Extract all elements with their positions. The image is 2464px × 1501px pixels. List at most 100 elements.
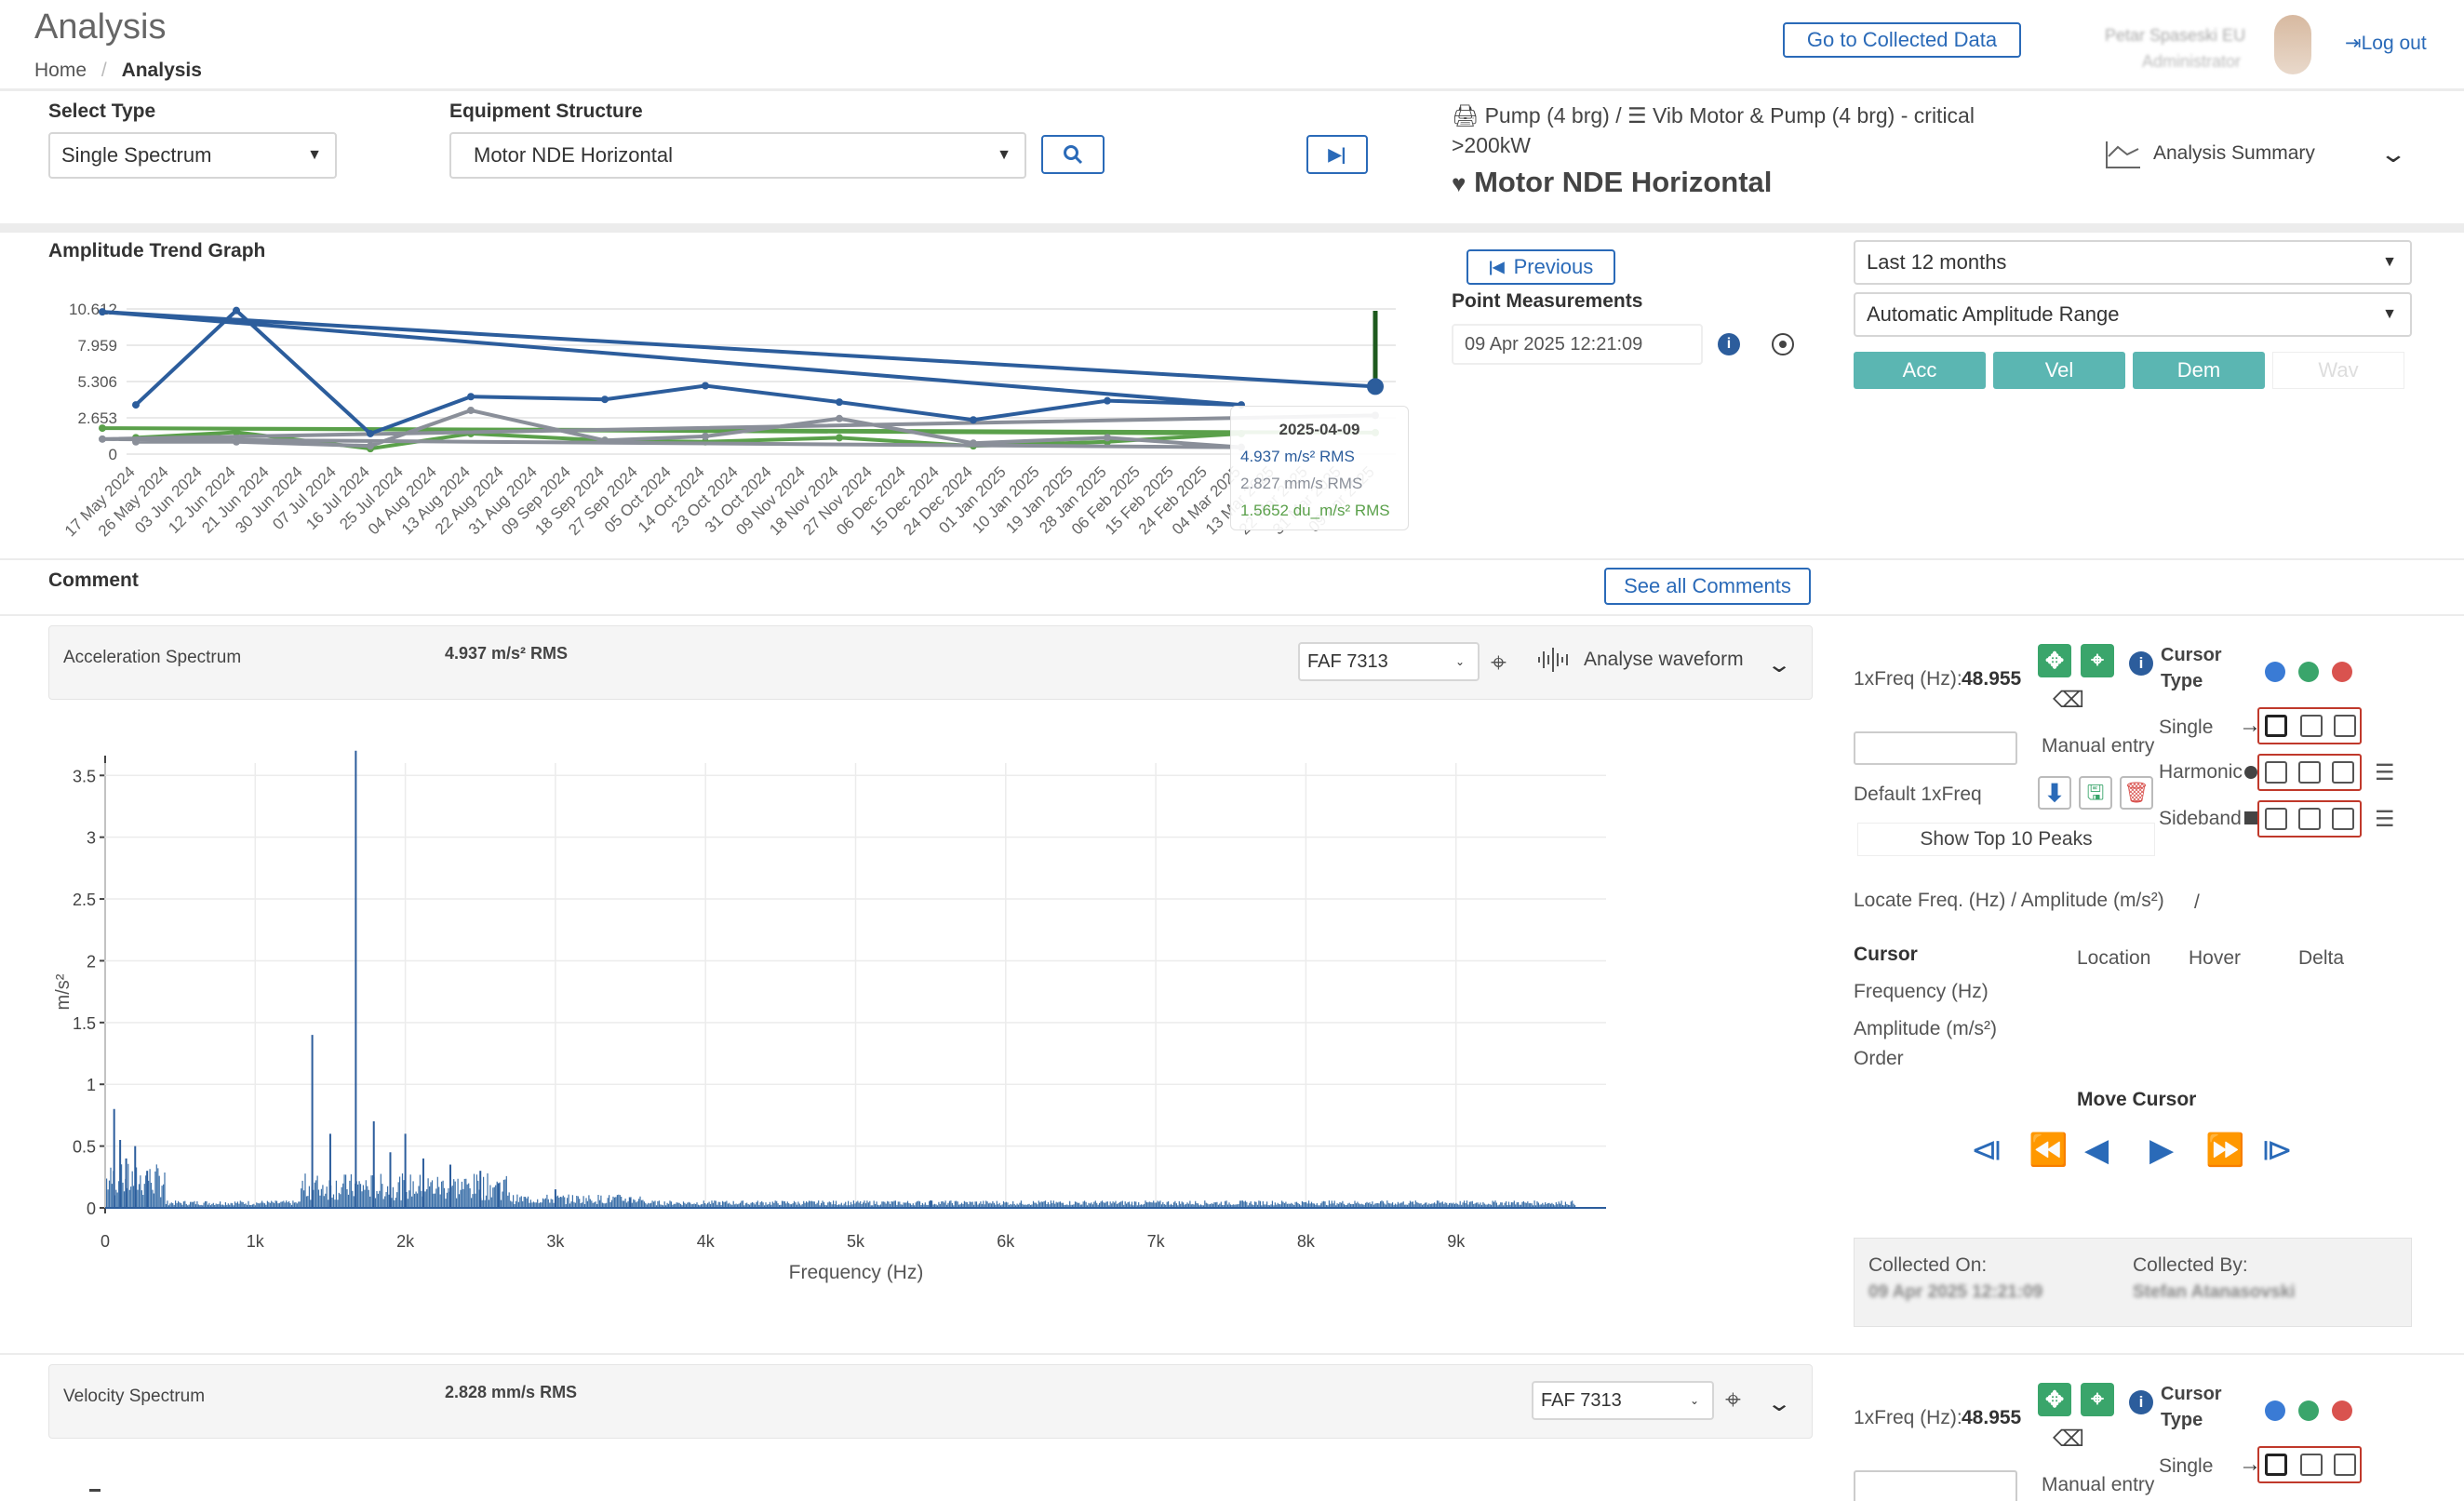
cursor-forward-icon[interactable]: ▶: [2149, 1132, 2175, 1168]
comment-divider: [0, 614, 2464, 616]
info-icon[interactable]: i: [1718, 333, 1740, 355]
faf-dropdown[interactable]: FAF 7313 ⌄: [1298, 642, 1480, 681]
trash-icon[interactable]: 🗑: [2120, 776, 2153, 810]
velocity-cursor-color-red[interactable]: [2332, 1400, 2352, 1421]
acceleration-rms-value: 4.937 m/s² RMS: [445, 644, 569, 663]
analyse-waveform-button[interactable]: Analyse waveform: [1535, 646, 1744, 674]
trend-data-point: [601, 436, 609, 445]
amplitude-range-dropdown[interactable]: Automatic Amplitude Range ▼: [1854, 292, 2412, 337]
equipment-structure-label: Equipment Structure: [449, 101, 643, 122]
heart-pulse-icon: ♥: [1452, 169, 1466, 197]
tab-vel[interactable]: Vel: [1993, 352, 2125, 389]
center-cursor-icon[interactable]: ⌖: [2081, 644, 2114, 677]
velocity-info-icon[interactable]: i: [2129, 1390, 2153, 1414]
velocity-center-cursor-icon[interactable]: ⌖: [2081, 1383, 2114, 1416]
spectrum-x-tick-label: 9k: [1447, 1232, 1466, 1251]
show-top-peaks-button[interactable]: Show Top 10 Peaks: [1857, 823, 2155, 856]
velocity-cursor-color-green[interactable]: [2298, 1400, 2319, 1421]
see-all-comments-button[interactable]: See all Comments: [1604, 568, 1811, 605]
velocity-freq-manual-input[interactable]: [1854, 1470, 2017, 1501]
trend-data-point: [132, 401, 140, 409]
velocity-single-checkbox-2[interactable]: [2300, 1454, 2323, 1476]
eraser-icon[interactable]: ⌫: [2053, 688, 2084, 713]
velocity-single-checkbox-1[interactable]: [2265, 1454, 2287, 1476]
cursor-color-green[interactable]: [2298, 662, 2319, 682]
velocity-cursor-color-blue[interactable]: [2265, 1400, 2285, 1421]
point-measurements-label: Point Measurements: [1452, 290, 1643, 312]
logout-icon: ⇥: [2345, 33, 2362, 54]
tooltip-acc: 4.937 m/s² RMS: [1240, 448, 1355, 465]
spectrum-y-tick-label: 1.5: [73, 1014, 96, 1033]
chevron-down-icon: ▼: [2382, 306, 2397, 322]
download-icon[interactable]: ⬇: [2038, 776, 2071, 810]
crosshair-icon[interactable]: ⌖: [1491, 648, 1507, 678]
analysis-summary-button[interactable]: Analysis Summary: [2105, 132, 2365, 175]
move-cursor-icon[interactable]: ✥: [2038, 644, 2071, 677]
breadcrumb-current: Analysis: [121, 60, 202, 81]
acceleration-spectrum-chart[interactable]: 0 0.5 1 1.5 2 2.5 3 3.5 0 1k 2k 3k 4k 5k 6k 7k 8k 9k Frequ…: [0, 726, 1638, 1303]
cursor-fast-back-icon[interactable]: ⏪: [2029, 1132, 2069, 1168]
previous-button[interactable]: |◀ Previous: [1466, 249, 1615, 285]
sideband-cursor-checkbox-1[interactable]: [2265, 808, 2287, 830]
spectrum-x-tick-label: 1k: [247, 1232, 265, 1251]
spectrum-divider: [0, 1353, 2464, 1355]
locate-separator: /: [2194, 891, 2200, 913]
sideband-cursor-checkbox-3[interactable]: [2332, 808, 2354, 830]
avatar[interactable]: [2274, 15, 2311, 74]
breadcrumb-home[interactable]: Home: [34, 60, 87, 81]
logout-link[interactable]: ⇥Log out: [2345, 33, 2427, 54]
spectrum-y-tick-label: 0: [87, 1199, 96, 1218]
asset-path-pump: Pump (4 brg) /: [1484, 103, 1622, 127]
search-button[interactable]: [1041, 135, 1105, 174]
trend-data-point: [1367, 378, 1384, 395]
cursor-fast-forward-icon[interactable]: ⏩: [2205, 1132, 2245, 1168]
cursor-last-icon[interactable]: ⧐: [2261, 1132, 2293, 1168]
time-range-dropdown[interactable]: Last 12 months ▼: [1854, 240, 2412, 285]
velocity-crosshair-icon[interactable]: ⌖: [1725, 1385, 1741, 1415]
velocity-eraser-icon[interactable]: ⌫: [2053, 1427, 2084, 1452]
harmonic-label: Harmonic: [2159, 761, 2243, 783]
trend-data-point: [233, 428, 240, 436]
velocity-single-checkbox-3[interactable]: [2334, 1454, 2356, 1476]
go-to-collected-data-button[interactable]: Go to Collected Data: [1783, 22, 2021, 58]
expand-chevron-icon[interactable]: ⌄: [1765, 652, 1793, 677]
harmonic-cursor-checkbox-2[interactable]: [2298, 761, 2321, 784]
trend-data-point: [601, 395, 609, 404]
sideband-label: Sideband: [2159, 808, 2242, 829]
single-cursor-checkbox-3[interactable]: [2334, 715, 2356, 737]
sideband-cursor-checkbox-2[interactable]: [2298, 808, 2321, 830]
equipment-structure-dropdown[interactable]: Motor NDE Horizontal ▼: [449, 132, 1026, 179]
cursor-first-icon[interactable]: ⧏: [1971, 1132, 2002, 1168]
select-type-dropdown[interactable]: Single Spectrum ▼: [48, 132, 337, 179]
tab-acc[interactable]: Acc: [1854, 352, 1986, 389]
spectrum-x-tick-label: 8k: [1297, 1232, 1316, 1251]
harmonic-cursor-checkbox-1[interactable]: [2265, 761, 2287, 784]
velocity-move-cursor-icon[interactable]: ✥: [2038, 1383, 2071, 1416]
sideband-list-icon[interactable]: ☰: [2375, 807, 2395, 832]
collapse-chevron-icon[interactable]: ⌄: [2378, 140, 2408, 168]
target-icon[interactable]: [1772, 333, 1794, 355]
trend-graph-title: Amplitude Trend Graph: [48, 240, 266, 261]
single-label: Single: [2159, 717, 2214, 738]
cursor-color-red[interactable]: [2332, 662, 2352, 682]
harmonic-list-icon[interactable]: ☰: [2375, 760, 2395, 785]
sideband-square-icon: [2244, 811, 2257, 824]
cursor-back-icon[interactable]: ◀: [2084, 1132, 2109, 1168]
cursor-color-blue[interactable]: [2265, 662, 2285, 682]
measurement-date-field[interactable]: 09 Apr 2025 12:21:09: [1452, 324, 1703, 365]
info-icon[interactable]: i: [2129, 651, 2153, 676]
single-cursor-checkbox-1[interactable]: [2265, 715, 2287, 737]
trend-y-tick-label: 0: [109, 446, 117, 463]
skip-to-last-button[interactable]: ▶|: [1306, 135, 1368, 174]
trend-series-line: [101, 408, 1376, 449]
freq-manual-input[interactable]: [1854, 731, 2017, 765]
tab-wav[interactable]: Wav: [2272, 352, 2404, 389]
trend-data-point: [1104, 434, 1111, 442]
save-icon[interactable]: 🖫: [2079, 776, 2112, 810]
velocity-expand-chevron-icon[interactable]: ⌄: [1765, 1391, 1793, 1416]
tab-dem[interactable]: Dem: [2133, 352, 2265, 389]
velocity-faf-dropdown[interactable]: FAF 7313 ⌄: [1532, 1381, 1714, 1420]
single-cursor-checkbox-2[interactable]: [2300, 715, 2323, 737]
harmonic-cursor-checkbox-3[interactable]: [2332, 761, 2354, 784]
